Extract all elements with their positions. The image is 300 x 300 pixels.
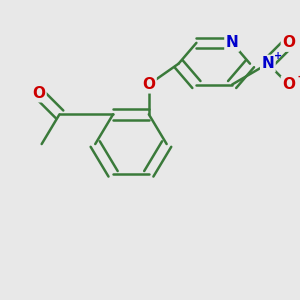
Text: O: O bbox=[32, 86, 45, 101]
Text: N: N bbox=[262, 56, 274, 71]
Text: O: O bbox=[142, 77, 155, 92]
Text: +: + bbox=[274, 51, 282, 61]
Text: -: - bbox=[297, 72, 300, 82]
Text: O: O bbox=[282, 77, 295, 92]
Text: N: N bbox=[226, 35, 238, 50]
Text: O: O bbox=[282, 35, 295, 50]
